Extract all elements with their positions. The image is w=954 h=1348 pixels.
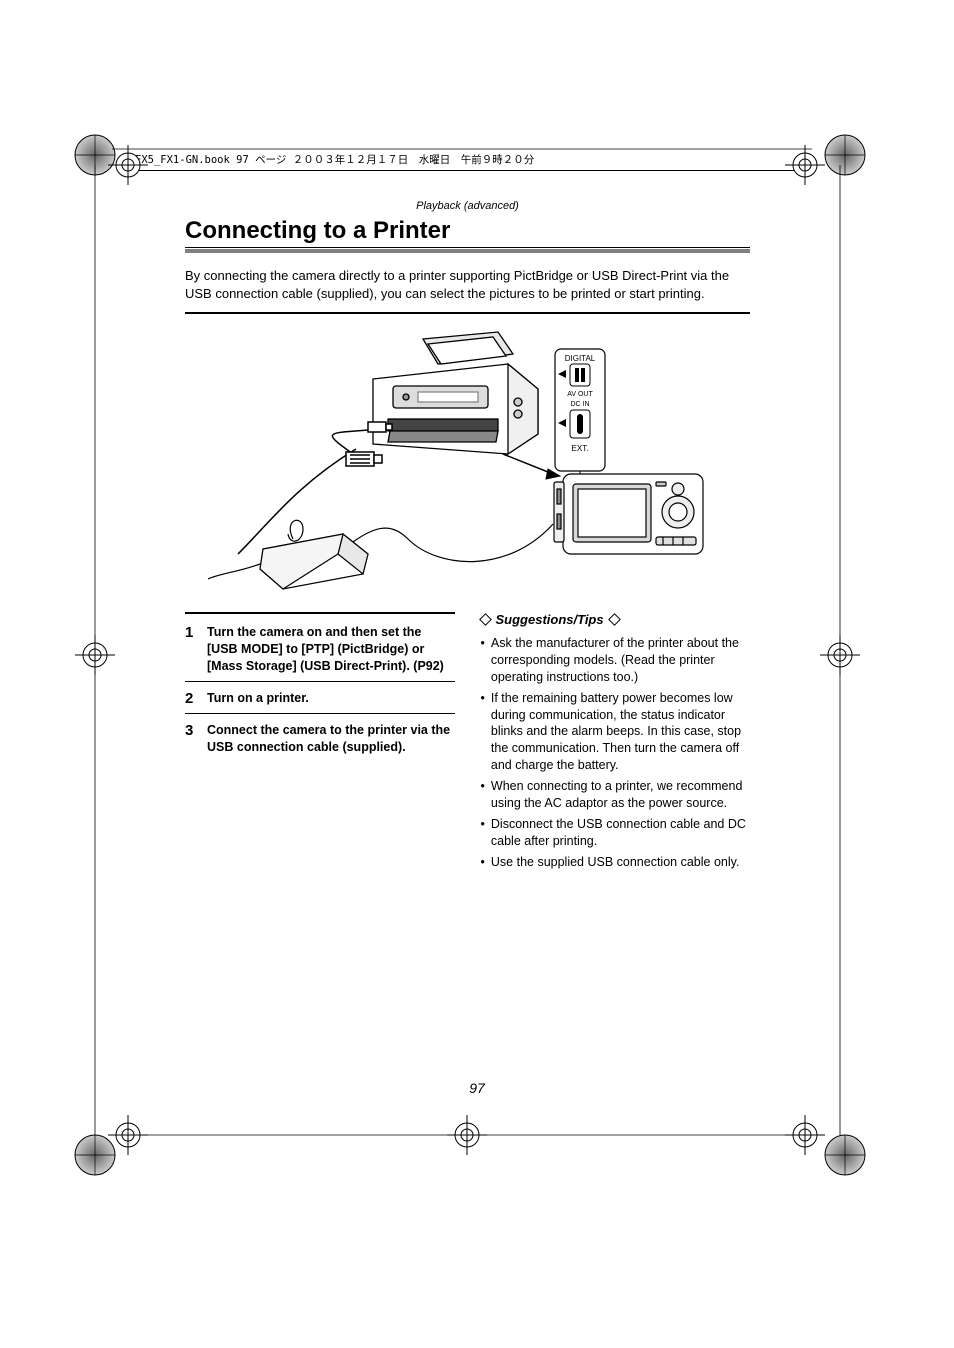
header-rule bbox=[120, 170, 810, 171]
step-1: 1 Turn the camera on and then set the [U… bbox=[185, 624, 455, 675]
section-label: Playback (advanced) bbox=[185, 200, 750, 212]
step-divider bbox=[185, 681, 455, 682]
crop-mark-icon bbox=[108, 145, 148, 185]
crop-mark-icon bbox=[820, 1130, 870, 1180]
tip-text: Use the supplied USB connection cable on… bbox=[491, 854, 740, 871]
step-text: Turn on a printer. bbox=[207, 690, 309, 707]
page-title: Connecting to a Printer bbox=[185, 217, 750, 245]
crop-line bbox=[94, 165, 96, 1135]
col-rule bbox=[185, 612, 455, 614]
intro-paragraph: By connecting the camera directly to a p… bbox=[185, 267, 750, 302]
tip-text: If the remaining battery power becomes l… bbox=[491, 690, 750, 774]
crop-mark-icon bbox=[820, 130, 870, 180]
crop-line bbox=[112, 148, 812, 150]
tip-item: • When connecting to a printer, we recom… bbox=[481, 778, 751, 812]
tip-text: When connecting to a printer, we recomme… bbox=[491, 778, 750, 812]
connection-diagram: DIGITAL AV OUT DC IN EXT. bbox=[185, 324, 750, 594]
step-text: Connect the camera to the printer via th… bbox=[207, 722, 455, 756]
diamond-icon bbox=[608, 613, 621, 626]
tip-item: • If the remaining battery power becomes… bbox=[481, 690, 751, 774]
tip-item: • Ask the manufacturer of the printer ab… bbox=[481, 635, 751, 686]
tip-item: • Use the supplied USB connection cable … bbox=[481, 854, 751, 871]
step-divider bbox=[185, 713, 455, 714]
tip-text: Ask the manufacturer of the printer abou… bbox=[491, 635, 750, 686]
port-label-avout: AV OUT bbox=[567, 391, 593, 398]
tip-text: Disconnect the USB connection cable and … bbox=[491, 816, 750, 850]
port-label-ext: EXT. bbox=[571, 444, 588, 453]
crop-line bbox=[839, 165, 841, 1135]
crop-mark-icon bbox=[785, 1115, 825, 1155]
bullet-icon: • bbox=[481, 635, 485, 686]
two-column-layout: 1 Turn the camera on and then set the [U… bbox=[185, 612, 750, 874]
step-3: 3 Connect the camera to the printer via … bbox=[185, 722, 455, 756]
crop-mark-icon bbox=[785, 145, 825, 185]
bullet-icon: • bbox=[481, 778, 485, 812]
step-number: 3 bbox=[185, 722, 197, 756]
tips-header: Suggestions/Tips bbox=[481, 612, 751, 627]
right-column: Suggestions/Tips • Ask the manufacturer … bbox=[481, 612, 751, 874]
crop-mark-icon bbox=[447, 1115, 487, 1155]
step-number: 2 bbox=[185, 690, 197, 707]
intro-rule bbox=[185, 312, 750, 314]
bullet-icon: • bbox=[481, 690, 485, 774]
tip-item: • Disconnect the USB connection cable an… bbox=[481, 816, 751, 850]
port-label-digital: DIGITAL bbox=[564, 354, 595, 363]
step-2: 2 Turn on a printer. bbox=[185, 690, 455, 707]
title-underline bbox=[185, 247, 750, 253]
bullet-icon: • bbox=[481, 854, 485, 871]
bullet-icon: • bbox=[481, 816, 485, 850]
page-number: 97 bbox=[0, 1080, 954, 1096]
diamond-icon bbox=[479, 613, 492, 626]
step-number: 1 bbox=[185, 624, 197, 675]
header-meta-text: FX5_FX1-GN.book 97 ページ ２００３年１２月１７日 水曜日 午… bbox=[135, 152, 534, 167]
page-content: Playback (advanced) Connecting to a Prin… bbox=[185, 200, 750, 874]
step-text: Turn the camera on and then set the [USB… bbox=[207, 624, 455, 675]
left-column: 1 Turn the camera on and then set the [U… bbox=[185, 612, 455, 874]
tips-title: Suggestions/Tips bbox=[496, 612, 604, 627]
port-label-dcin: DC IN bbox=[570, 401, 589, 408]
